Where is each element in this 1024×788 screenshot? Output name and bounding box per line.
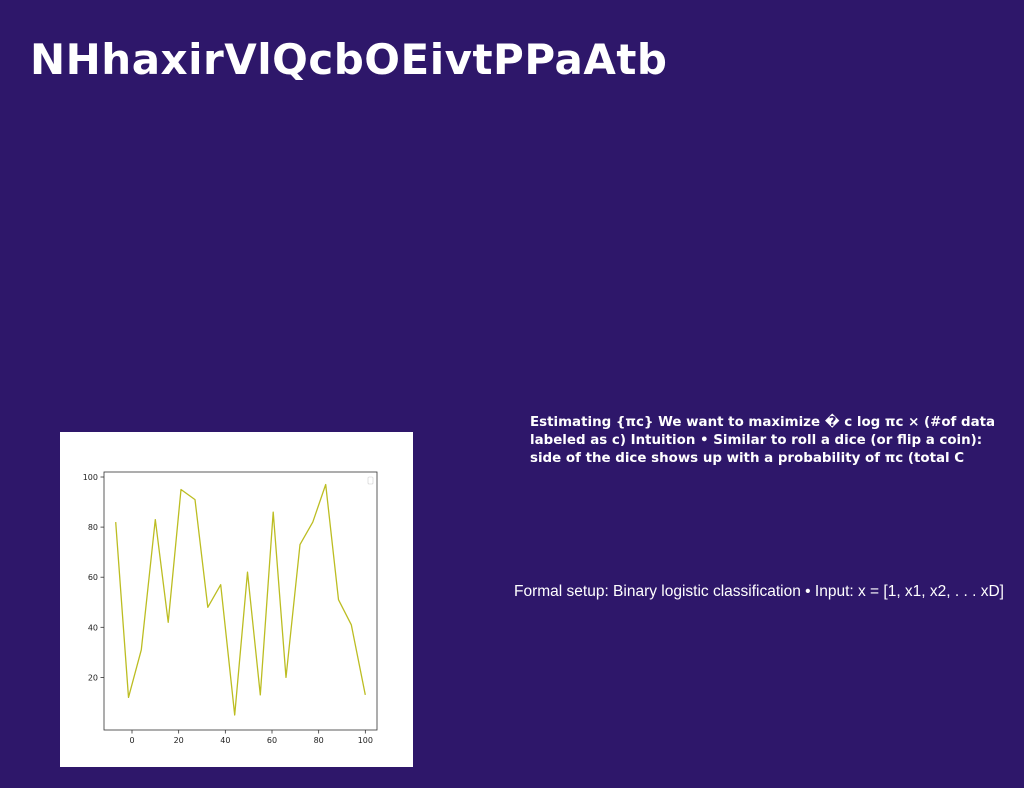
x-tick-label: 60: [267, 736, 277, 745]
x-tick-label: 20: [174, 736, 184, 745]
y-tick-label: 20: [88, 673, 98, 682]
chart-panel: 0 20 40 60 80 100 20 40 60 80 100: [60, 432, 413, 767]
x-tick-label: 0: [129, 736, 134, 745]
y-tick-label: 80: [88, 523, 98, 532]
y-tick-label: 40: [88, 623, 98, 632]
series-line-0: [115, 483, 366, 716]
slide-title: NHhaxirVlQcbOEivtPPaAtb: [30, 35, 668, 84]
y-tick-label: 60: [88, 573, 98, 582]
formal-setup-text: Formal setup: Binary logistic classifica…: [514, 583, 1004, 600]
legend-box: [367, 476, 374, 485]
line-chart: 0 20 40 60 80 100 20 40 60 80 100: [83, 471, 378, 745]
estimating-text-line-2: labeled as c) Intuition • Similar to rol…: [530, 433, 983, 448]
y-tick-label: 100: [83, 473, 98, 482]
estimating-text-line-1: Estimating {πc} We want to maximize � c …: [530, 415, 996, 430]
plot-frame: [103, 471, 378, 731]
estimating-text-line-3: side of the dice shows up with a probabi…: [530, 451, 965, 466]
estimating-text-block: Estimating {πc} We want to maximize � c …: [530, 414, 1022, 468]
x-tick-label: 40: [220, 736, 230, 745]
x-tick-label: 80: [314, 736, 324, 745]
x-tick-label: 100: [358, 736, 373, 745]
